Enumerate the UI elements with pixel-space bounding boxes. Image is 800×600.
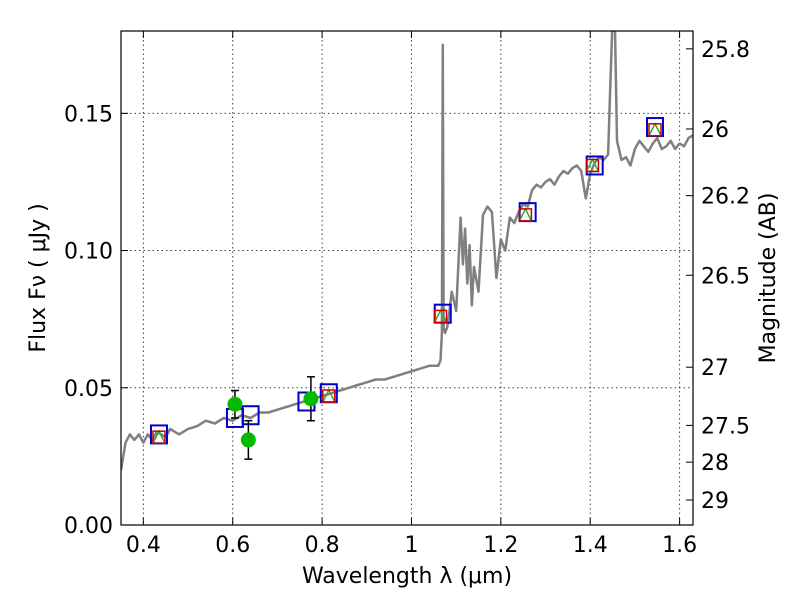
right-tick-label: 29	[701, 489, 729, 514]
photometry-square	[433, 309, 448, 324]
right-tick-label: 27	[701, 356, 729, 381]
plot-frame	[120, 30, 694, 526]
x-axis-label: Wavelength λ (μm)	[302, 564, 512, 589]
right-axis-label: Magnitude (AB)	[756, 193, 781, 364]
x-tick-label: 1.6	[662, 533, 697, 558]
x-tick-label: 1.4	[573, 533, 608, 558]
right-tick-label: 26.5	[701, 264, 750, 289]
right-tick-label: 26.2	[701, 185, 750, 210]
x-tick-label: 0.4	[126, 533, 161, 558]
right-tick-label: 28	[701, 451, 729, 476]
measurement-point	[227, 396, 243, 412]
markers-layer	[149, 117, 665, 460]
plot-area	[121, 31, 693, 471]
x-tick-label: 0.8	[305, 533, 340, 558]
right-tick-label: 26	[701, 118, 729, 143]
y-axis-label: Flux Fν ( μJy )	[26, 203, 51, 352]
photometry-square	[585, 158, 600, 173]
right-tick-label: 25.8	[701, 38, 750, 63]
photometry-square	[322, 389, 336, 403]
model-point-square	[241, 405, 260, 426]
x-tick-label: 0.6	[215, 533, 250, 558]
x-tick-label: 1	[404, 533, 418, 558]
photometry-square	[152, 430, 166, 444]
y-tick-label: 0.05	[64, 377, 113, 402]
photometry-square	[518, 208, 533, 222]
ticks-layer: 0.4 0.6 0.8 1 1.2 1.4 1.6 0.00 0.05 0.10 0.15 25.8 2…	[64, 31, 750, 558]
measurement-point	[303, 391, 319, 407]
y-tick-label: 0.10	[64, 240, 113, 265]
y-tick-label: 0.15	[64, 102, 113, 127]
x-tick-label: 1.2	[483, 533, 518, 558]
plot-background	[121, 31, 693, 525]
right-tick-label: 27.5	[701, 414, 750, 439]
photometry-square	[648, 123, 662, 137]
measurement-point	[240, 432, 256, 448]
y-tick-label: 0.00	[64, 514, 113, 539]
